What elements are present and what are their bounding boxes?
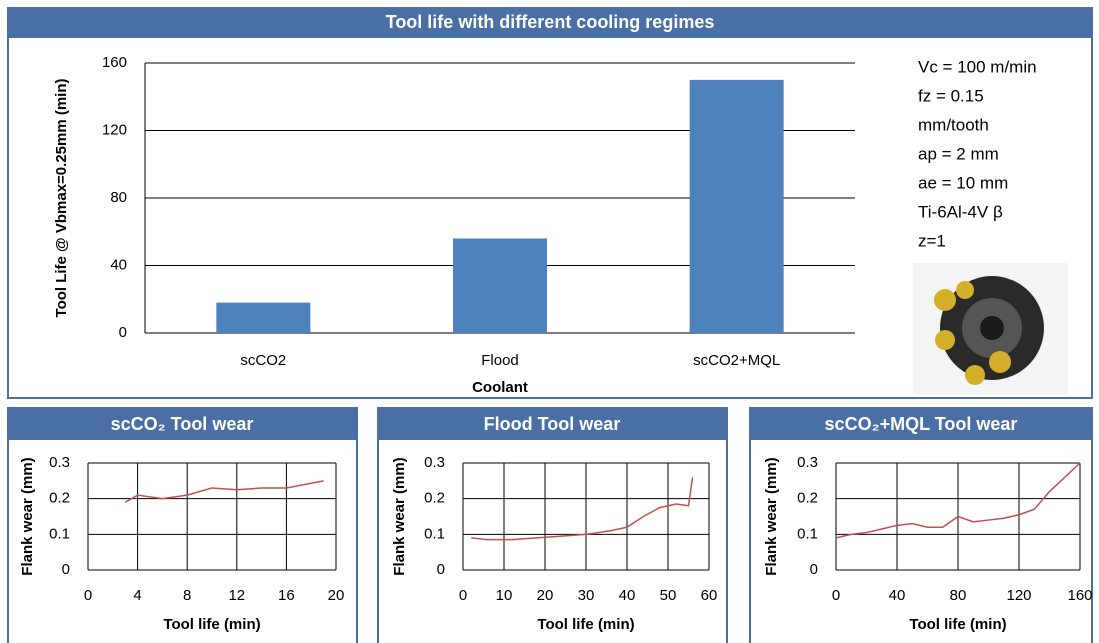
bar: [453, 239, 547, 334]
y-tick-label: 0.1: [797, 525, 818, 542]
bar: [216, 303, 310, 333]
x-tick-label: 16: [278, 587, 295, 604]
x-tick-label: 120: [1006, 587, 1031, 604]
x-tick-label: 40: [889, 587, 906, 604]
x-tick-label: 10: [496, 587, 513, 604]
x-axis-label: Tool life (min): [909, 616, 1006, 633]
panel-title: Flood Tool wear: [484, 414, 621, 434]
tool-image: [913, 263, 1068, 395]
x-tick-label: 0: [459, 587, 467, 604]
x-tick-label: 0: [84, 587, 92, 604]
x-tick-label: 160: [1067, 587, 1092, 604]
y-tick-label: 0.2: [424, 490, 445, 507]
x-tick-label: 50: [660, 587, 677, 604]
y-tick-label: 80: [110, 189, 127, 206]
annotation: ap = 2 mm: [918, 144, 999, 163]
x-tick-label: 12: [228, 587, 245, 604]
y-tick-label: 160: [102, 54, 127, 71]
x-axis-label: Tool life (min): [163, 616, 260, 633]
x-tick-label: Flood: [481, 352, 519, 369]
x-tick-label: scCO2: [240, 352, 286, 369]
y-tick-label: 0: [810, 561, 818, 578]
y-tick-label: 0: [437, 561, 445, 578]
annotation: ae = 10 mm: [918, 173, 1008, 192]
y-axis-label: Flank wear (mm): [391, 457, 408, 575]
annotation: mm/tooth: [918, 115, 989, 134]
x-tick-label: 8: [183, 587, 191, 604]
x-tick-label: 30: [578, 587, 595, 604]
y-axis-label: Flank wear (mm): [19, 457, 36, 575]
x-tick-label: 80: [950, 587, 967, 604]
y-tick-label: 0.3: [424, 454, 445, 471]
y-axis-label: Tool Life @ Vbmax=0.25mm (min): [53, 79, 70, 318]
y-tick-label: 0.2: [797, 490, 818, 507]
y-tick-label: 0.3: [49, 454, 70, 471]
x-tick-label: 0: [832, 587, 840, 604]
y-tick-label: 0.2: [49, 490, 70, 507]
annotation: Vc = 100 m/min: [918, 57, 1037, 76]
panel-title: scCO₂+MQL Tool wear: [825, 414, 1018, 434]
y-tick-label: 0.1: [424, 525, 445, 542]
panel-title: Tool life with different cooling regimes: [386, 12, 715, 32]
y-tick-label: 40: [110, 256, 127, 273]
annotation: fz = 0.15: [918, 86, 984, 105]
annotation: Ti-6Al-4V β: [918, 202, 1003, 221]
y-tick-label: 0: [119, 324, 127, 341]
annotation: z=1: [918, 231, 946, 250]
panel-title: scCO₂ Tool wear: [111, 414, 254, 434]
y-tick-label: 0: [62, 561, 70, 578]
y-tick-label: 0.3: [797, 454, 818, 471]
x-tick-label: 20: [537, 587, 554, 604]
page: Tool life with different cooling regimes…: [0, 0, 1099, 643]
x-tick-label: scCO2+MQL: [693, 352, 780, 369]
y-tick-label: 0.1: [49, 525, 70, 542]
x-axis-label: Coolant: [472, 379, 528, 396]
x-tick-label: 4: [133, 587, 141, 604]
x-tick-label: 20: [328, 587, 345, 604]
y-axis-label: Flank wear (mm): [763, 457, 780, 575]
x-axis-label: Tool life (min): [537, 616, 634, 633]
x-tick-label: 60: [701, 587, 718, 604]
bar: [690, 80, 784, 333]
y-tick-label: 120: [102, 121, 127, 138]
x-tick-label: 40: [619, 587, 636, 604]
